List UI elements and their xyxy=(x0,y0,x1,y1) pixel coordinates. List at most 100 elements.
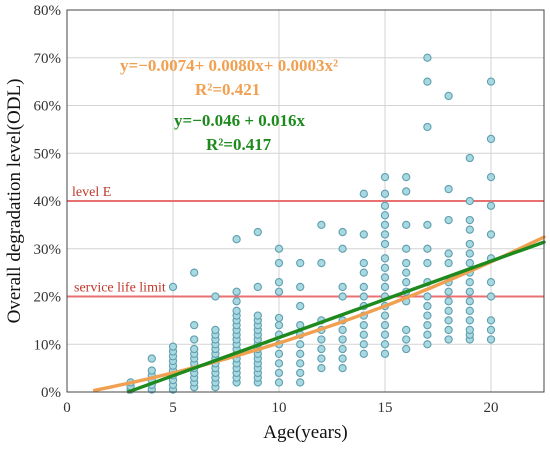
data-point xyxy=(444,325,453,335)
data-point xyxy=(402,278,411,287)
data-point xyxy=(380,254,390,263)
data-point xyxy=(211,292,220,301)
data-point xyxy=(359,282,368,292)
data-point xyxy=(486,77,496,86)
data-point xyxy=(423,311,432,320)
data-point xyxy=(338,244,347,253)
data-point xyxy=(465,287,474,296)
y-tick-label: 20% xyxy=(34,290,62,306)
data-point xyxy=(147,354,156,363)
data-point xyxy=(274,359,284,368)
data-point xyxy=(317,258,326,268)
data-point xyxy=(380,211,390,220)
data-point xyxy=(465,239,474,249)
x-tick-label: 10 xyxy=(272,400,287,416)
data-point xyxy=(380,263,390,272)
data-point xyxy=(402,258,411,268)
x-tick-label: 5 xyxy=(169,400,177,416)
data-point xyxy=(147,366,156,375)
data-point xyxy=(423,292,432,301)
y-tick-label: 70% xyxy=(34,51,62,67)
linear-fit-equation: y=−0.046 + 0.016x xyxy=(174,111,306,130)
data-point xyxy=(274,378,284,387)
y-axis-label: Overall degradation level(ODL) xyxy=(4,79,25,324)
data-point xyxy=(465,225,474,234)
data-point xyxy=(423,53,432,62)
data-point xyxy=(232,297,241,306)
data-point xyxy=(465,215,474,225)
data-point xyxy=(444,335,453,344)
data-point xyxy=(317,335,326,344)
data-point xyxy=(423,340,432,349)
data-point xyxy=(444,306,453,315)
data-point xyxy=(359,268,368,277)
data-point xyxy=(253,227,262,237)
data-point xyxy=(317,354,326,363)
y-tick-label: 60% xyxy=(34,99,62,115)
data-point xyxy=(402,325,411,335)
data-point xyxy=(274,368,284,378)
data-point xyxy=(338,227,347,237)
data-point xyxy=(402,187,411,196)
data-point xyxy=(486,172,496,182)
data-point xyxy=(338,335,347,344)
data-point xyxy=(317,220,326,230)
data-point xyxy=(402,344,411,354)
data-point xyxy=(380,189,390,198)
data-point xyxy=(380,201,390,210)
data-point xyxy=(190,268,199,277)
data-point xyxy=(380,239,390,249)
data-point xyxy=(465,325,474,335)
data-point xyxy=(253,282,262,292)
data-point xyxy=(380,230,390,239)
data-point xyxy=(402,335,411,344)
data-point xyxy=(465,278,474,287)
plot-frame xyxy=(66,9,545,393)
data-point xyxy=(423,258,432,268)
data-point xyxy=(168,342,178,351)
data-point xyxy=(296,359,305,368)
data-point xyxy=(338,363,347,373)
data-point xyxy=(359,349,368,358)
data-point xyxy=(211,325,220,335)
data-point xyxy=(359,258,368,268)
tick-labels: 0 5 10 15 20 0% 10% 20% 30% 40% 50% 60% 70% 80% xyxy=(34,3,499,416)
data-point xyxy=(465,196,474,206)
data-point xyxy=(274,313,284,323)
data-point xyxy=(380,273,390,282)
data-point xyxy=(402,172,411,182)
data-point xyxy=(380,220,390,230)
y-tick-label: 50% xyxy=(34,146,62,162)
data-point xyxy=(359,292,368,301)
data-point xyxy=(296,349,305,358)
data-point xyxy=(444,316,453,325)
data-point xyxy=(359,340,368,349)
data-point xyxy=(402,220,411,230)
data-point xyxy=(338,344,347,354)
data-point xyxy=(317,363,326,373)
data-point xyxy=(465,249,474,258)
data-point xyxy=(296,282,305,292)
data-point xyxy=(380,311,390,320)
service-life-limit-label: service life limit xyxy=(74,281,166,296)
data-point xyxy=(296,301,305,311)
data-point xyxy=(444,184,453,194)
y-tick-label: 80% xyxy=(34,3,62,19)
data-point xyxy=(232,235,241,244)
y-tick-label: 0% xyxy=(41,385,61,401)
data-point xyxy=(168,282,178,292)
data-point xyxy=(338,354,347,363)
data-point xyxy=(338,292,347,301)
data-point xyxy=(232,306,241,315)
linear-fit-line xyxy=(126,240,546,394)
data-point xyxy=(486,230,496,239)
data-point xyxy=(444,91,453,101)
data-point xyxy=(274,287,284,296)
data-point xyxy=(232,287,241,296)
data-point xyxy=(359,189,368,198)
data-point xyxy=(486,134,496,144)
data-point xyxy=(486,316,496,325)
data-point xyxy=(380,340,390,349)
data-point xyxy=(465,316,474,325)
data-point xyxy=(274,258,284,268)
